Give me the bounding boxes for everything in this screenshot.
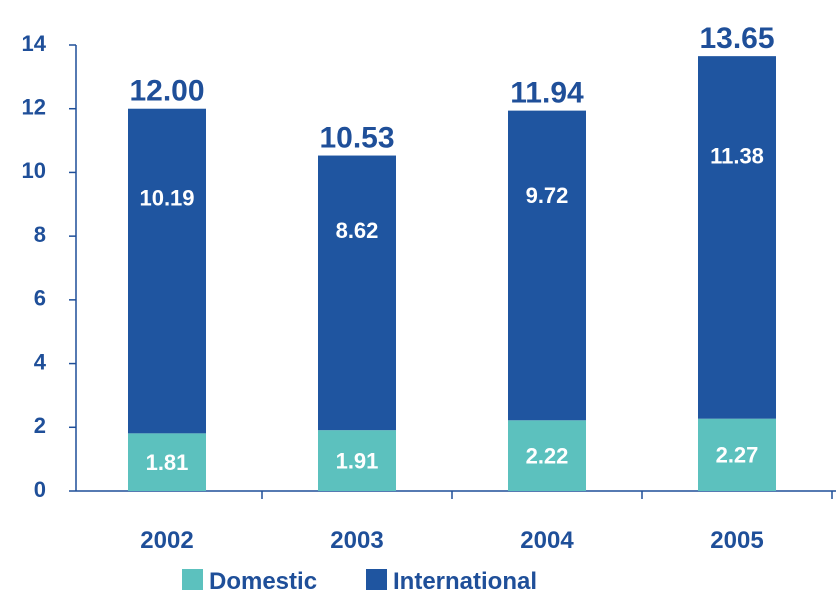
data-label-domestic: 2.27	[716, 443, 759, 468]
data-label-international: 9.72	[526, 183, 569, 208]
legend-swatch-international	[366, 569, 387, 590]
y-tick-label: 6	[34, 286, 46, 311]
y-tick-label: 8	[34, 222, 46, 247]
bar-international-2005	[698, 56, 776, 419]
x-tick-label: 2002	[140, 527, 193, 554]
legend-label-domestic: Domestic	[209, 568, 317, 595]
total-label: 10.53	[319, 122, 394, 155]
data-label-domestic: 1.81	[146, 450, 189, 475]
legend: Domestic International	[182, 568, 537, 595]
y-tick-label: 14	[22, 31, 47, 56]
data-label-domestic: 2.22	[526, 443, 569, 468]
legend-swatch-domestic	[182, 569, 203, 590]
y-tick-label: 4	[34, 349, 47, 374]
bar-international-2002	[128, 108, 206, 434]
legend-label-international: International	[393, 568, 537, 595]
total-label: 11.94	[510, 77, 584, 110]
x-tick-label: 2004	[520, 527, 574, 554]
total-label: 12.00	[129, 75, 204, 108]
data-label-international: 8.62	[336, 218, 379, 243]
bar-domestic-2005	[698, 418, 776, 491]
bar-domestic-2002	[128, 433, 206, 491]
y-tick-label: 0	[34, 477, 46, 502]
bar-international-2003	[318, 155, 396, 431]
data-labels: 1.81 1.91 2.22 2.27 10.19 8.62 9.72 11.38 12.00 1…	[129, 22, 774, 475]
bar-international-2004	[508, 110, 586, 421]
bar-domestic-2004	[508, 420, 586, 491]
total-label: 13.65	[699, 22, 774, 55]
bars	[128, 56, 776, 491]
y-tick-label: 10	[22, 158, 46, 183]
y-tick-label: 12	[22, 95, 46, 120]
bar-domestic-2003	[318, 430, 396, 491]
data-label-domestic: 1.91	[336, 448, 379, 473]
x-tick-label: 2003	[330, 527, 383, 554]
x-tick-label: 2005	[710, 527, 763, 554]
data-label-international: 10.19	[139, 185, 194, 210]
data-label-international: 11.38	[710, 143, 764, 168]
y-tick-label: 2	[34, 413, 46, 438]
axes: 0 2 4 6 8 10 12 14 2002 2003 2004 2005	[22, 31, 836, 554]
